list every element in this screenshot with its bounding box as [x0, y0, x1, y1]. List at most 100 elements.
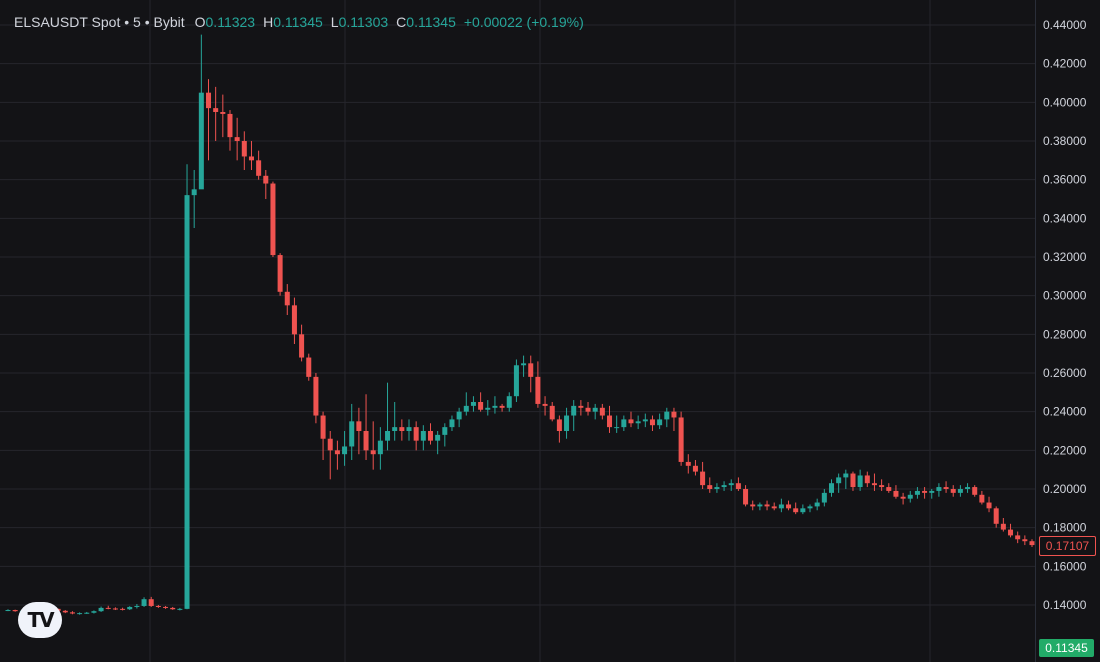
- symbol-title[interactable]: ELSAUSDT Spot • 5 • Bybit: [14, 14, 185, 30]
- candle: [5, 609, 11, 612]
- candle: [356, 407, 362, 455]
- candle-body: [592, 407, 598, 412]
- candle: [922, 487, 928, 499]
- candle: [263, 170, 269, 199]
- candle: [721, 481, 727, 491]
- candle-body: [521, 363, 527, 366]
- candle-body: [327, 438, 333, 451]
- candle-body: [406, 427, 412, 431]
- candle-body: [463, 405, 469, 412]
- candle-body: [370, 450, 376, 455]
- candle: [771, 502, 777, 511]
- candle-body: [535, 376, 541, 404]
- candle: [485, 400, 491, 416]
- tradingview-logo-icon[interactable]: TV: [18, 602, 62, 638]
- candle-body: [793, 508, 799, 513]
- candle-body: [764, 504, 770, 507]
- candle: [907, 490, 913, 503]
- candle-body: [599, 407, 605, 416]
- candle: [685, 454, 691, 474]
- candle: [979, 490, 985, 505]
- candle-body: [857, 475, 863, 488]
- candle: [69, 611, 75, 615]
- candle-body: [564, 415, 570, 431]
- candle: [155, 605, 161, 608]
- candle-body: [743, 489, 749, 505]
- candle-body: [907, 494, 913, 499]
- candle: [571, 400, 577, 431]
- candle-body: [141, 599, 147, 606]
- candle-body: [929, 490, 935, 493]
- candle-body: [757, 504, 763, 507]
- candle-body: [427, 431, 433, 441]
- candle-body: [442, 427, 448, 435]
- candle: [957, 485, 963, 497]
- candle-body: [112, 608, 118, 610]
- candle-body: [356, 421, 362, 431]
- candle-body: [807, 506, 813, 509]
- candle: [599, 403, 605, 420]
- candle-body: [843, 473, 849, 478]
- candle-body: [635, 421, 641, 424]
- candle-body: [478, 402, 484, 410]
- candle-body: [721, 485, 727, 488]
- candle-body: [578, 405, 584, 408]
- candle-body: [814, 502, 820, 507]
- candle-body: [700, 471, 706, 486]
- candle-body: [886, 487, 892, 491]
- candle: [62, 610, 68, 614]
- candle-body: [993, 508, 999, 524]
- candle: [621, 415, 627, 431]
- candle-body: [979, 494, 985, 503]
- candle: [163, 605, 169, 609]
- candle: [170, 606, 176, 610]
- candle-body: [936, 487, 942, 491]
- candle: [342, 431, 348, 466]
- candle: [657, 413, 663, 430]
- candle-body: [986, 502, 992, 509]
- price-tick-label: 0.18000: [1043, 521, 1087, 535]
- candle: [227, 110, 233, 151]
- candle: [435, 431, 441, 455]
- candle-body: [485, 407, 491, 410]
- price-tick-label: 0.24000: [1043, 405, 1087, 419]
- candle-body: [456, 411, 462, 420]
- candle: [277, 253, 283, 296]
- candle: [141, 597, 147, 607]
- candle: [363, 394, 369, 460]
- candle-body: [542, 403, 548, 406]
- candle-body: [155, 605, 161, 607]
- candle: [213, 86, 219, 141]
- low-label: L: [330, 14, 339, 30]
- candle: [284, 284, 290, 315]
- candle-body: [585, 407, 591, 412]
- candle: [814, 498, 820, 511]
- candle: [220, 94, 226, 138]
- candle: [349, 403, 355, 460]
- ohlc-legend: ELSAUSDT Spot • 5 • Bybit O 0.11323 H 0.…: [14, 14, 584, 30]
- candle-body: [134, 605, 140, 607]
- price-tick-label: 0.20000: [1043, 482, 1087, 496]
- candle: [671, 407, 677, 431]
- candle-body: [291, 305, 297, 335]
- candle: [879, 479, 885, 491]
- candle-body: [549, 405, 555, 420]
- candle-body: [342, 446, 348, 455]
- candle: [628, 411, 634, 428]
- candle: [993, 506, 999, 528]
- candle-body: [435, 434, 441, 441]
- candle: [492, 396, 498, 414]
- candle-body: [678, 417, 684, 462]
- candle: [313, 373, 319, 424]
- candle-body: [177, 608, 183, 610]
- price-tick-label: 0.40000: [1043, 95, 1087, 109]
- candle: [943, 481, 949, 493]
- candle: [91, 610, 97, 614]
- candle: [427, 423, 433, 445]
- candle-body: [1015, 535, 1021, 540]
- chart-grid: [0, 0, 1035, 662]
- candle-body: [163, 606, 169, 608]
- candle: [1022, 535, 1028, 546]
- candle-body: [284, 291, 290, 306]
